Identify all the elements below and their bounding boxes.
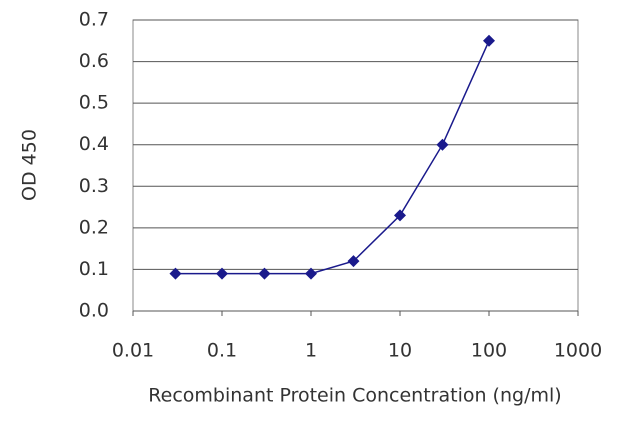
data-point	[436, 138, 449, 151]
x-tick-label: 1	[305, 340, 317, 362]
y-tick-label: 0.6	[79, 50, 109, 72]
x-tick-label: 10	[388, 340, 412, 362]
data-point	[258, 267, 271, 280]
data-point	[169, 267, 182, 280]
y-tick-label: 0.5	[79, 92, 109, 114]
y-tick-label: 0.1	[79, 258, 109, 280]
y-tick-label: 0.0	[79, 300, 109, 322]
x-tick-label: 100	[471, 340, 507, 362]
x-axis-label: Recombinant Protein Concentration (ng/ml…	[148, 385, 561, 407]
y-tick-label: 0.3	[79, 175, 109, 197]
y-tick-label: 0.2	[79, 216, 109, 238]
data-point	[305, 267, 317, 280]
plot-frame	[132, 19, 579, 312]
x-tick-label: 0.01	[112, 340, 154, 362]
x-tick-label: 1000	[554, 340, 602, 362]
series-line	[175, 40, 490, 275]
data-point	[394, 209, 406, 222]
data-point	[347, 255, 360, 268]
x-tick-label: 0.1	[207, 340, 237, 362]
y-tick-label: 0.7	[79, 9, 109, 31]
data-point	[483, 34, 495, 47]
y-axis-label: OD 450	[19, 129, 41, 201]
data-point	[216, 267, 228, 280]
y-tick-label: 0.4	[79, 133, 109, 155]
